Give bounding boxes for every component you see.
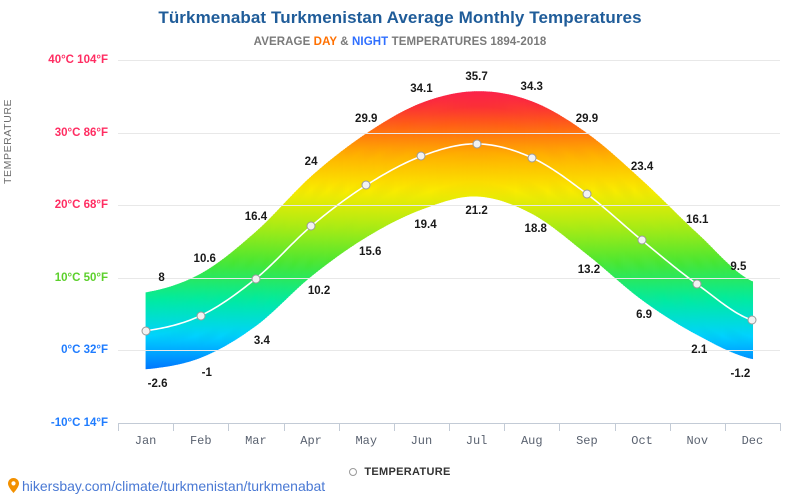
data-point-marker-jul[interactable] xyxy=(472,139,482,149)
legend-marker-icon xyxy=(349,468,358,477)
y-axis-tick-label: 20°C 68°F xyxy=(54,199,108,212)
x-axis-tick xyxy=(559,423,561,431)
x-axis-label-dec: Dec xyxy=(741,434,764,448)
x-axis-tick xyxy=(393,423,395,431)
day-value-label-sep: 29.9 xyxy=(575,113,599,126)
day-value-label-apr: 24 xyxy=(304,156,318,169)
night-value-label-nov: 2.1 xyxy=(691,344,708,357)
data-point-marker-jan[interactable] xyxy=(141,326,151,336)
x-axis-label-apr: Apr xyxy=(300,434,322,448)
y-axis-tick-label: 10°C 50°F xyxy=(54,271,108,284)
subtitle-amp: & xyxy=(337,36,352,48)
x-axis-tick xyxy=(504,423,506,431)
day-value-label-oct: 23.4 xyxy=(630,160,654,173)
y-axis-tick-label: 40°C 104°F xyxy=(48,54,108,66)
gridline xyxy=(118,60,780,61)
gridline xyxy=(118,205,780,207)
x-axis-tick xyxy=(338,423,340,431)
legend-label: TEMPERATURE xyxy=(364,466,451,479)
night-value-label-apr: 10.2 xyxy=(307,285,331,298)
gridline xyxy=(118,277,780,279)
x-axis-label-nov: Nov xyxy=(686,434,709,448)
subtitle-day-word: DAY xyxy=(313,36,337,48)
data-point-marker-aug[interactable] xyxy=(527,153,537,163)
night-value-label-sep: 13.2 xyxy=(577,263,601,276)
day-value-label-mar: 16.4 xyxy=(244,211,268,224)
average-temperature-line xyxy=(145,143,753,332)
night-value-label-oct: 6.9 xyxy=(636,309,653,322)
x-axis-label-jul: Jul xyxy=(465,434,488,448)
data-point-marker-oct[interactable] xyxy=(637,235,647,245)
data-point-marker-apr[interactable] xyxy=(306,221,316,231)
x-axis-tick xyxy=(780,423,781,431)
night-value-label-feb: -1 xyxy=(201,366,212,379)
data-point-marker-nov[interactable] xyxy=(692,279,702,289)
x-axis-tick xyxy=(228,423,230,431)
x-axis-tick xyxy=(669,423,671,431)
chart-legend: TEMPERATURE xyxy=(0,466,800,478)
y-axis-tick-label: 30°C 86°F xyxy=(54,126,108,139)
day-value-label-aug: 34.3 xyxy=(520,81,543,94)
source-link-text[interactable]: hikersbay.com/climate/turkmenistan/turkm… xyxy=(22,478,326,494)
day-value-label-may: 29.9 xyxy=(355,113,378,126)
x-axis-tick xyxy=(283,423,285,431)
x-axis-label-oct: Oct xyxy=(631,434,653,448)
day-value-label-jun: 34.1 xyxy=(410,82,433,95)
x-axis-label-aug: Aug xyxy=(520,434,543,448)
x-axis-label-jan: Jan xyxy=(134,434,157,448)
night-value-label-dec: -1.2 xyxy=(730,368,751,381)
data-point-marker-may[interactable] xyxy=(361,180,371,190)
night-value-label-aug: 18.8 xyxy=(524,222,547,235)
day-value-label-nov: 16.1 xyxy=(686,213,709,226)
source-link[interactable]: hikersbay.com/climate/turkmenistan/turkm… xyxy=(8,478,325,496)
map-pin-icon xyxy=(8,478,19,496)
y-axis-tick-label: 0°C 32°F xyxy=(61,344,108,357)
night-value-label-jul: 21.2 xyxy=(465,205,488,218)
plot-area: 40°C 104°F 30°C 86°F 20°C 68°F 10°C 50°F 0°C… xyxy=(48,54,781,448)
night-value-label-jan: -2.6 xyxy=(147,378,168,391)
day-value-label-feb: 10.6 xyxy=(193,253,216,266)
day-value-label-jan: 8 xyxy=(158,272,165,285)
chart-title: Türkmenabat Turkmenistan Average Monthly… xyxy=(158,8,642,27)
x-axis-label-sep: Sep xyxy=(576,434,598,448)
x-axis-tick xyxy=(173,423,175,431)
x-axis-tick xyxy=(724,423,726,431)
data-point-marker-sep[interactable] xyxy=(582,189,592,199)
x-axis-label-feb: Feb xyxy=(189,434,212,448)
chart-subtitle: AVERAGE DAY & NIGHT TEMPERATURES 1894-20… xyxy=(0,36,800,48)
x-axis-label-may: May xyxy=(355,434,378,448)
night-value-label-may: 15.6 xyxy=(359,246,382,259)
y-axis-tick-label: -10°C 14°F xyxy=(50,417,108,429)
x-axis-tick xyxy=(118,423,119,431)
x-axis-label-jun: Jun xyxy=(410,434,433,448)
data-point-marker-mar[interactable] xyxy=(251,274,261,284)
night-value-label-mar: 3.4 xyxy=(253,334,270,347)
x-axis-label-mar: Mar xyxy=(245,434,267,448)
day-value-label-dec: 9.5 xyxy=(730,261,747,274)
data-point-marker-dec[interactable] xyxy=(747,315,757,325)
subtitle-post: TEMPERATURES 1894-2018 xyxy=(388,36,547,48)
x-axis-tick xyxy=(614,423,616,431)
temperature-band xyxy=(145,91,754,370)
x-axis-tick xyxy=(449,423,450,431)
data-point-marker-feb[interactable] xyxy=(196,311,206,321)
subtitle-night-word: NIGHT xyxy=(352,36,389,48)
day-value-label-jul: 35.7 xyxy=(465,71,488,84)
gridline xyxy=(118,350,780,352)
data-point-marker-jun[interactable] xyxy=(416,151,426,161)
gridline xyxy=(118,132,780,134)
subtitle-pre: AVERAGE xyxy=(253,36,314,48)
night-value-label-jun: 19.4 xyxy=(414,218,437,231)
